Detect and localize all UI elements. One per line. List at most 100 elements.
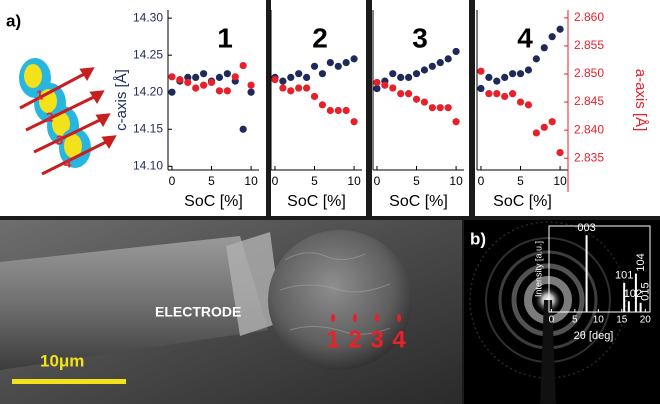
- y-axis-label: c-axis [Å]: [113, 69, 130, 131]
- data-point: [540, 123, 548, 131]
- x-axis-label: SoC [%]: [287, 193, 346, 210]
- y2-tick-label: 2.835: [574, 150, 604, 164]
- data-point: [287, 87, 295, 95]
- x-tick-label: 0: [549, 315, 555, 326]
- data-point: [452, 118, 460, 126]
- panel-bg: [271, 0, 366, 216]
- data-point: [532, 129, 540, 137]
- data-point: [477, 84, 485, 93]
- x-tick-label: 0: [374, 174, 381, 188]
- crystal-sphere: [268, 230, 412, 370]
- panel-bg: [372, 0, 469, 216]
- x-tick-label: 0: [169, 174, 176, 188]
- data-point: [397, 73, 405, 82]
- data-point: [334, 106, 342, 115]
- y2-tick-label: 2.850: [574, 66, 604, 80]
- y-tick-label: 14.15: [133, 121, 163, 135]
- data-point: [509, 70, 517, 78]
- data-point: [405, 73, 413, 82]
- data-point: [412, 70, 421, 78]
- illustration-number: 1: [36, 87, 43, 102]
- data-point: [295, 70, 303, 78]
- panel-label: a): [6, 11, 21, 30]
- crystal-illustration: [19, 58, 117, 176]
- peak-label: 101: [615, 270, 633, 282]
- y2-axis-label: a-axis [Å]: [632, 69, 649, 132]
- data-point: [428, 104, 436, 112]
- x-tick-label: 5: [208, 174, 215, 188]
- sphere-texture: [279, 252, 391, 335]
- data-point: [444, 55, 452, 63]
- data-point: [412, 95, 421, 103]
- data-point: [556, 148, 564, 157]
- bar: [627, 301, 630, 312]
- data-point: [493, 90, 501, 98]
- illustration-number: 2: [46, 109, 53, 124]
- data-point: [342, 58, 350, 67]
- position-label: 1: [326, 326, 339, 353]
- data-point: [556, 25, 564, 33]
- data-point: [271, 76, 279, 84]
- x-axis-label: SoC [%]: [493, 193, 552, 210]
- data-point: [397, 90, 405, 98]
- y-axis-label: Intensity [a.u.]: [533, 241, 543, 297]
- data-point: [207, 78, 216, 87]
- x-tick-label: 10: [593, 315, 605, 326]
- data-point: [524, 66, 533, 74]
- x-tick-label: 5: [311, 174, 318, 188]
- electrode-wire: [0, 236, 268, 370]
- data-point: [326, 106, 334, 115]
- data-point: [215, 87, 224, 95]
- data-point: [279, 84, 287, 92]
- peak-label: 102: [624, 288, 642, 300]
- data-point: [310, 62, 319, 70]
- data-point: [310, 92, 319, 101]
- data-point: [350, 118, 358, 126]
- data-point: [524, 101, 533, 109]
- data-point: [405, 90, 413, 98]
- electrode-tip: [226, 232, 282, 336]
- position-label: 3: [370, 326, 383, 353]
- position-label: 2: [348, 326, 361, 353]
- data-point: [428, 62, 436, 70]
- data-point: [192, 84, 200, 92]
- data-point: [501, 73, 509, 82]
- data-point: [350, 55, 358, 63]
- data-point: [548, 33, 556, 41]
- data-point: [420, 66, 429, 74]
- x-tick-label: 5: [413, 174, 420, 188]
- data-point: [303, 84, 311, 92]
- x-tick-label: 5: [572, 315, 578, 326]
- bar: [639, 302, 642, 312]
- data-point: [485, 73, 493, 82]
- data-point: [509, 90, 517, 98]
- x-tick-label: 15: [616, 315, 628, 326]
- peak-label: 015: [640, 282, 652, 300]
- peak-label: 003: [577, 222, 595, 234]
- data-point: [215, 73, 224, 82]
- scale-bar: [12, 379, 126, 384]
- y2-tick-label: 2.860: [574, 10, 604, 24]
- y2-tick-label: 2.840: [574, 122, 604, 136]
- data-point: [184, 73, 192, 82]
- data-point: [326, 58, 334, 67]
- data-point: [477, 67, 485, 75]
- data-point: [239, 61, 247, 70]
- data-point: [373, 78, 381, 87]
- data-point: [287, 73, 295, 82]
- data-point: [247, 81, 255, 89]
- y2-tick-label: 2.845: [574, 94, 604, 108]
- data-point: [436, 58, 444, 67]
- data-point: [548, 118, 556, 126]
- data-point: [192, 73, 200, 82]
- y-tick-label: 14.25: [133, 47, 163, 61]
- data-point: [493, 77, 501, 85]
- data-point: [231, 73, 239, 81]
- x-tick-label: 10: [449, 174, 463, 188]
- x-axis-label: SoC [%]: [389, 193, 448, 210]
- x-axis-label: 2θ [deg]: [574, 330, 614, 342]
- data-point: [444, 104, 452, 112]
- electrode-label: ELECTRODE: [155, 304, 241, 320]
